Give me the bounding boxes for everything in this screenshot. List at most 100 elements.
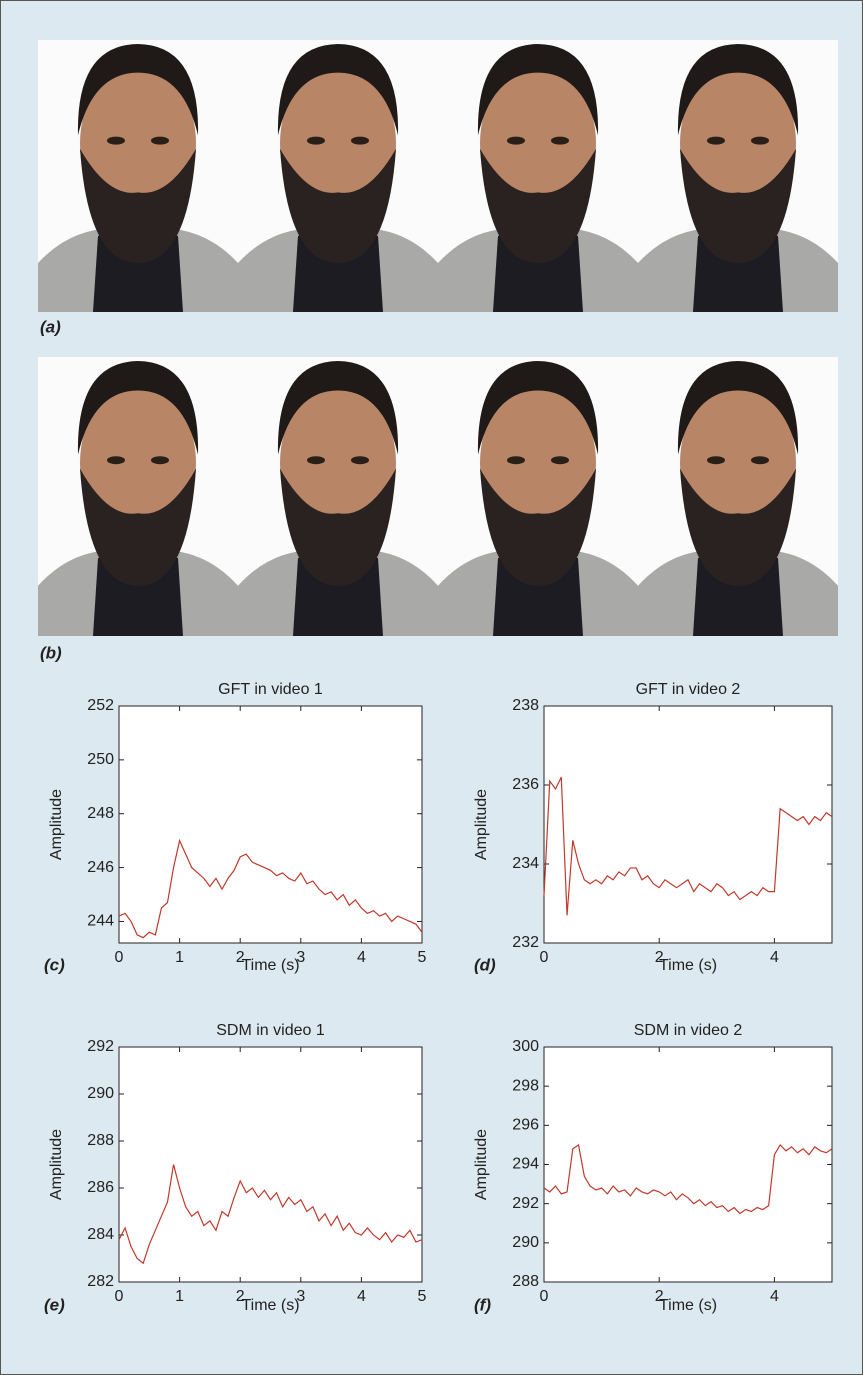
x-tick-label: 4	[357, 949, 366, 966]
photo-rows	[38, 40, 838, 636]
x-tick-label: 1	[175, 1288, 184, 1305]
plot-area	[543, 705, 833, 944]
hair	[677, 361, 799, 455]
y-axis-label: Amplitude	[48, 1129, 65, 1200]
y-tick-label: 248	[87, 805, 114, 822]
face	[280, 383, 396, 544]
data-line	[118, 1164, 423, 1265]
y-tick-label: 246	[87, 859, 114, 876]
face	[480, 63, 596, 224]
hair	[477, 361, 599, 455]
x-tick-label: 0	[115, 949, 124, 966]
eye	[151, 456, 169, 465]
x-tick-label: 0	[540, 1288, 549, 1305]
chart-title: SDM in video 1	[216, 1022, 325, 1039]
x-tick-label: 3	[296, 1288, 305, 1305]
y-tick-label: 292	[87, 1038, 114, 1055]
eye	[307, 136, 325, 145]
beard	[280, 468, 396, 586]
face-photo	[38, 40, 238, 312]
plot-area	[543, 1046, 833, 1283]
y-tick-label: 238	[512, 697, 539, 714]
y-tick-label: 234	[512, 855, 539, 872]
plot-area	[118, 705, 423, 944]
data-line	[543, 776, 833, 916]
y-tick-label: 250	[87, 751, 114, 768]
x-tick-label: 2	[236, 1288, 245, 1305]
y-tick-label: 298	[512, 1077, 539, 1094]
chart-title: GFT in video 2	[636, 681, 741, 698]
chart-title: SDM in video 2	[634, 1022, 743, 1039]
beard	[80, 468, 196, 586]
beard	[680, 148, 796, 264]
face-photo	[438, 357, 638, 636]
eye	[551, 136, 569, 145]
eye	[507, 136, 525, 145]
plot-area	[118, 1046, 423, 1283]
beard	[680, 468, 796, 586]
eye	[707, 456, 725, 465]
hair	[77, 44, 199, 136]
panel-label: (e)	[44, 1295, 65, 1314]
panel-label: (a)	[40, 317, 61, 336]
panel-label: (f)	[474, 1295, 491, 1314]
beard	[480, 148, 596, 264]
x-tick-label: 5	[418, 1288, 427, 1305]
y-axis-label: Amplitude	[473, 789, 490, 860]
face-photo	[638, 357, 838, 636]
hair	[477, 44, 599, 136]
face-photo	[238, 40, 438, 312]
face-photo	[38, 357, 238, 636]
x-axis-label: Time (s)	[659, 957, 717, 974]
x-axis-label: Time (s)	[241, 957, 299, 974]
eye	[507, 456, 525, 465]
y-tick-label: 286	[87, 1179, 114, 1196]
panel-label: (d)	[474, 955, 496, 974]
beard	[80, 148, 196, 264]
panel-label: (b)	[40, 643, 62, 662]
eye	[107, 456, 125, 465]
x-tick-label: 4	[770, 949, 779, 966]
y-tick-label: 284	[87, 1226, 114, 1243]
y-tick-label: 296	[512, 1117, 539, 1134]
eye	[107, 136, 125, 145]
x-axis-label: Time (s)	[241, 1297, 299, 1314]
x-tick-label: 0	[540, 949, 549, 966]
chart-title: GFT in video 1	[218, 681, 323, 698]
eye	[351, 456, 369, 465]
x-axis-label: Time (s)	[659, 1297, 717, 1314]
x-tick-label: 4	[770, 1288, 779, 1305]
face	[80, 383, 196, 544]
face	[280, 63, 396, 224]
x-tick-label: 2	[236, 949, 245, 966]
x-tick-label: 1	[175, 949, 184, 966]
x-tick-label: 5	[418, 949, 427, 966]
y-tick-label: 292	[512, 1195, 539, 1212]
face	[80, 63, 196, 224]
x-tick-label: 4	[357, 1288, 366, 1305]
eye	[307, 456, 325, 465]
x-tick-label: 2	[655, 1288, 664, 1305]
y-axis-label: Amplitude	[473, 1129, 490, 1200]
y-tick-label: 282	[87, 1273, 114, 1290]
eye	[707, 136, 725, 145]
face	[480, 383, 596, 544]
eye	[751, 136, 769, 145]
eye	[151, 136, 169, 145]
data-line	[543, 1143, 833, 1215]
face-photo	[438, 40, 638, 312]
y-axis-label: Amplitude	[48, 789, 65, 860]
x-tick-label: 3	[296, 949, 305, 966]
y-tick-label: 252	[87, 697, 114, 714]
data-line	[118, 838, 423, 939]
eye	[351, 136, 369, 145]
hair	[277, 44, 399, 136]
beard	[280, 148, 396, 264]
x-tick-label: 2	[655, 949, 664, 966]
y-tick-label: 290	[512, 1234, 539, 1251]
eye	[751, 456, 769, 465]
y-tick-label: 288	[512, 1273, 539, 1290]
y-tick-label: 300	[512, 1038, 539, 1055]
